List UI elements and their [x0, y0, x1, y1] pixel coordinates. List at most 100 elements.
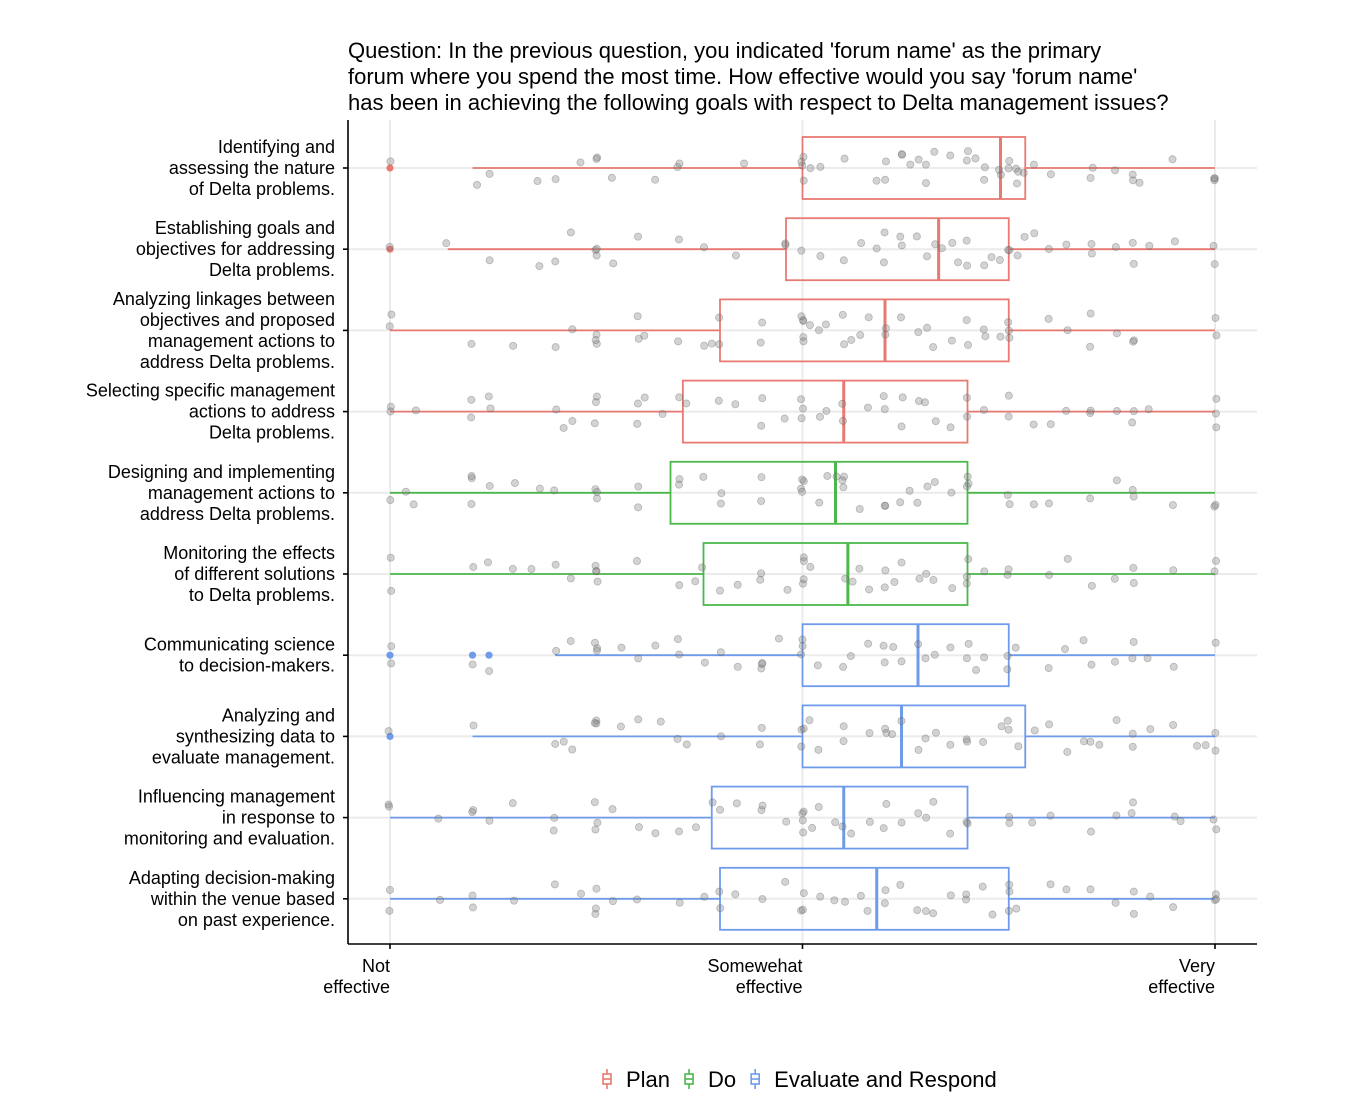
jitter-point [468, 891, 477, 900]
legend-label: Evaluate and Respond [774, 1067, 997, 1092]
jitter-point [551, 560, 560, 569]
boxplot [390, 866, 1215, 931]
jitter-point [733, 580, 742, 589]
jitter-point [799, 575, 808, 584]
jitter-point [799, 152, 808, 161]
jitter-point [1111, 657, 1120, 666]
jitter-point [798, 816, 807, 825]
jitter-point [1063, 326, 1072, 335]
y-tick-label: Designing and implementing management act… [108, 462, 335, 524]
jitter-point [1012, 164, 1021, 173]
jitter-point [930, 478, 939, 487]
jitter-point [905, 486, 914, 495]
jitter-point [1169, 903, 1178, 912]
jitter-point [813, 661, 822, 670]
jitter-point [758, 801, 767, 810]
boxplots [386, 136, 1215, 931]
outlier-point [485, 651, 493, 659]
jitter-point [656, 717, 665, 726]
jitter-point [675, 827, 684, 836]
jitter-point [568, 325, 577, 334]
jitter-point [674, 337, 683, 346]
jitter-point [880, 899, 889, 908]
jitter-point [963, 472, 972, 481]
jitter-point [640, 331, 649, 340]
jitter-point [979, 737, 988, 746]
jitter-point [797, 484, 806, 493]
jitter-point [1004, 326, 1013, 335]
jitter-point [651, 175, 660, 184]
boxplot [390, 542, 1215, 606]
jitter-point [1128, 742, 1137, 751]
x-tick-label: Very effective [1148, 956, 1215, 997]
jitter-point [815, 498, 824, 507]
boxplot [386, 217, 1215, 282]
axes [343, 120, 1257, 949]
jitter-point [823, 471, 832, 480]
jitter-point [863, 403, 872, 412]
jitter-point [411, 406, 420, 415]
jitter-point [915, 574, 924, 583]
jitter-point [964, 555, 973, 564]
jitter-point [591, 398, 600, 407]
jitter-point [1086, 342, 1095, 351]
jitter-point [1129, 407, 1138, 416]
jitter-point [592, 487, 601, 496]
jitter-point [946, 423, 955, 432]
jitter-point [592, 244, 601, 253]
jitter-point [798, 809, 807, 818]
jitter-point [946, 151, 955, 160]
jitter-point [1210, 896, 1219, 905]
jitter-point [1209, 815, 1218, 824]
jitter-point [385, 242, 394, 251]
jitter-point [774, 634, 783, 643]
jitter-point [592, 646, 601, 655]
jitter-point [879, 258, 888, 267]
jitter-point [931, 417, 940, 426]
jitter-point [715, 887, 724, 896]
legend-entry: Do [684, 1067, 736, 1092]
jitter-point [384, 727, 393, 736]
jitter-point [634, 232, 643, 241]
legend-entry: Evaluate and Respond [750, 1067, 997, 1092]
jitter-point [921, 734, 930, 743]
jitter-point [1086, 409, 1095, 418]
jitter-point [1029, 500, 1038, 509]
jitter-point [387, 310, 396, 319]
jitter-point [996, 332, 1005, 341]
jitter-point [996, 170, 1005, 179]
jitter-point [1004, 318, 1013, 327]
jitter-point [856, 331, 865, 340]
jitter-point [881, 157, 890, 166]
jitter-point [1211, 409, 1220, 418]
jitter-point [1210, 174, 1219, 183]
jitter-point [1128, 485, 1137, 494]
jitter-point [508, 799, 517, 808]
jitter-point [839, 662, 848, 671]
jitter-point [592, 719, 601, 728]
jitter-point [799, 889, 808, 898]
jitter-point [467, 413, 476, 422]
jitter-point [634, 654, 643, 663]
y-tick-label: Establishing goals and objectives for add… [136, 218, 335, 280]
jitter-point [590, 638, 599, 647]
jitter-point [914, 397, 923, 406]
jitter-point [592, 884, 601, 893]
jitter-point [1044, 664, 1053, 673]
jitter-point [634, 503, 643, 512]
jitter-point [1080, 737, 1089, 746]
jitter-point [1088, 163, 1097, 172]
jitter-point [964, 147, 973, 156]
jitter-point [1003, 570, 1012, 579]
jitter-point [468, 808, 477, 817]
jitter-point [592, 392, 601, 401]
jitter-point [1003, 665, 1012, 674]
jitter-point [590, 798, 599, 807]
jitter-point [805, 321, 814, 330]
jitter-point [947, 488, 956, 497]
outlier-point [386, 732, 394, 741]
jitter-point [717, 489, 726, 498]
jitter-point [1028, 818, 1037, 827]
jitter-point [434, 814, 443, 823]
jitter-point [864, 639, 873, 648]
